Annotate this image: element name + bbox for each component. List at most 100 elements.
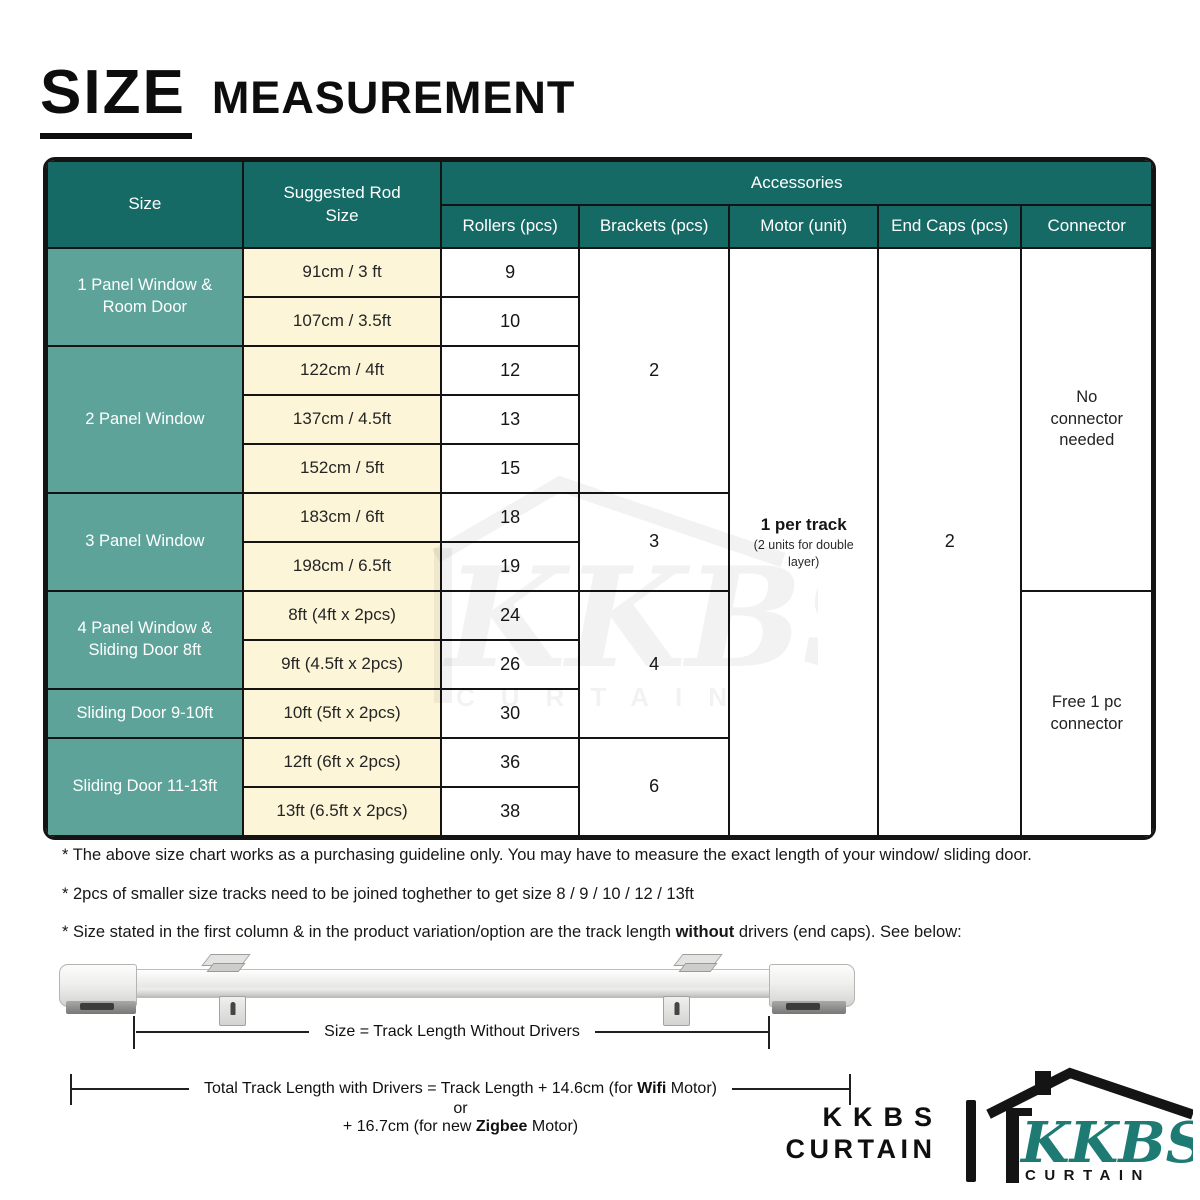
rod-size-cell: 12ft (6ft x 2pcs) — [241, 737, 443, 788]
table-header-row-1: Size Suggested Rod Size Accessories — [46, 160, 1153, 249]
track-end-cap-right — [769, 964, 855, 1007]
brackets-cell: 6 — [577, 737, 731, 837]
track-bar — [134, 969, 772, 998]
title-measurement-word: MEASUREMENT — [211, 72, 576, 123]
end-cap-slot-left — [80, 1003, 114, 1010]
logo-line-curtain: CURTAIN — [785, 1133, 937, 1164]
size-table: Size Suggested Rod Size Accessories Roll… — [46, 160, 1153, 837]
dimension-tick — [133, 1016, 135, 1049]
track-end-cap-left — [59, 964, 137, 1007]
rollers-cell: 10 — [440, 296, 580, 347]
table-row: Sliding Door 11-13ft 12ft (6ft x 2pcs) 3… — [46, 737, 1152, 837]
rollers-cell: 26 — [440, 639, 580, 690]
total-length-line: Total Track Length with Drivers = Track … — [72, 1077, 849, 1101]
dimension-line-segment — [72, 1088, 190, 1090]
size-group-cell: 3 Panel Window — [46, 492, 244, 592]
house-wall-tab — [1019, 1108, 1032, 1116]
title-size-word: SIZE — [40, 62, 192, 139]
size-dimension-label: Size = Track Length Without Drivers — [324, 1023, 580, 1040]
connector-cell: Free 1 pc connector — [1020, 590, 1153, 837]
dimension-line-segment — [731, 1088, 849, 1090]
rollers-cell: 38 — [440, 786, 580, 837]
header-connector: Connector — [1020, 204, 1153, 249]
total-label-prefix: Total Track Length with Drivers = Track … — [204, 1080, 638, 1097]
rod-size-cell: 122cm / 4ft — [241, 345, 443, 396]
rod-size-cell: 91cm / 3 ft — [241, 247, 443, 298]
table-row: 107cm / 3.5ft 10 — [47, 296, 1152, 347]
rod-size-cell: 137cm / 4.5ft — [241, 394, 443, 445]
size-chart-table: Size Suggested Rod Size Accessories Roll… — [43, 157, 1156, 840]
table-row: 137cm / 4.5ft 13 — [47, 394, 1152, 445]
footnote-2: * 2pcs of smaller size tracks need to be… — [62, 885, 694, 903]
table-row: 2 Panel Window 122cm / 4ft 12 — [46, 345, 1152, 494]
size-dimension-line: Size = Track Length Without Drivers — [136, 1020, 768, 1044]
motor-note: (2 units for double layer) — [753, 538, 854, 569]
table-row: 198cm / 6.5ft 19 — [47, 541, 1152, 592]
rod-size-cell: 152cm / 5ft — [241, 443, 443, 494]
total-label-bold: Wifi — [637, 1080, 667, 1097]
size-group-cell: 2 Panel Window — [46, 345, 244, 494]
header-accessories: Accessories — [440, 160, 1153, 206]
footnote-3-prefix: * Size stated in the first column & in t… — [62, 923, 676, 941]
rod-size-cell: 13ft (6.5ft x 2pcs) — [241, 786, 443, 837]
or-text: or — [453, 1100, 468, 1117]
brackets-cell: 2 — [577, 247, 731, 494]
header-endcaps: End Caps (pcs) — [876, 204, 1023, 249]
brackets-cell: 3 — [577, 492, 731, 592]
table-row: Sliding Door 9-10ft 10ft (5ft x 2pcs) 30 — [46, 688, 1152, 739]
dimension-tick — [70, 1074, 72, 1105]
end-cap-slot-right — [786, 1003, 820, 1010]
kkbs-text-logo: KKBS CURTAIN — [700, 1102, 932, 1165]
rollers-cell: 9 — [440, 247, 580, 298]
header-size: Size — [46, 160, 244, 249]
alt-label-bold: Zigbee — [475, 1118, 528, 1135]
rollers-cell: 30 — [440, 688, 580, 739]
rod-size-cell: 198cm / 6.5ft — [241, 541, 443, 592]
header-brackets: Brackets (pcs) — [577, 204, 731, 249]
total-label-suffix: Motor) — [666, 1080, 717, 1097]
total-length-label: Total Track Length with Drivers = Track … — [204, 1080, 717, 1098]
table-row: 152cm / 5ft 15 — [47, 443, 1152, 494]
size-group-cell: Sliding Door 9-10ft — [46, 688, 244, 739]
header-motor: Motor (unit) — [728, 204, 879, 249]
rod-size-cell: 9ft (4.5ft x 2pcs) — [241, 639, 443, 690]
size-group-cell: Sliding Door 11-13ft — [46, 737, 244, 837]
dimension-tick — [768, 1016, 770, 1049]
rollers-cell: 15 — [440, 443, 580, 494]
connector-cell: No connector needed — [1020, 247, 1153, 592]
table-row: 1 Panel Window & Room Door 91cm / 3 ft 9… — [46, 247, 1153, 837]
header-rod-size: Suggested Rod Size — [241, 160, 443, 249]
alt-length-label: + 16.7cm (for new Zigbee Motor) — [72, 1118, 849, 1136]
alt-label-suffix: Motor) — [527, 1118, 579, 1135]
rollers-cell: 18 — [440, 492, 580, 543]
page-title: SIZE MEASUREMENT — [40, 62, 575, 139]
rollers-cell: 19 — [440, 541, 580, 592]
footnote-3-bold: without — [675, 923, 735, 941]
footnote-1: * The above size chart works as a purcha… — [62, 846, 1032, 864]
rod-size-cell: 183cm / 6ft — [241, 492, 443, 543]
size-group-cell: 1 Panel Window & Room Door — [46, 247, 244, 347]
table-row: 13ft (6.5ft x 2pcs) 38 — [47, 786, 1152, 837]
rod-size-cell: 8ft (4ft x 2pcs) — [241, 590, 443, 641]
footnote-3-suffix: drivers (end caps). See below: — [734, 923, 962, 941]
logo-line-kkbs: KKBS — [822, 1102, 943, 1132]
table-header-row-2: Rollers (pcs) Brackets (pcs) Motor (unit… — [47, 204, 1153, 249]
kkbs-house-logo: KKBS CURTAIN — [986, 1067, 1193, 1184]
logo-sub-curtain: CURTAIN — [1025, 1167, 1151, 1184]
track-clip-icon — [663, 996, 690, 1026]
table-row: 9ft (4.5ft x 2pcs) 26 — [47, 639, 1152, 690]
rollers-cell: 12 — [440, 345, 580, 396]
rollers-cell: 24 — [440, 590, 580, 641]
endcaps-cell: 2 — [876, 247, 1023, 837]
alt-label-prefix: + 16.7cm (for new — [342, 1118, 476, 1135]
rod-size-cell: 107cm / 3.5ft — [241, 296, 443, 347]
logo-divider — [966, 1100, 976, 1182]
house-wall-shape — [1006, 1108, 1019, 1183]
dimension-line-segment — [594, 1031, 768, 1033]
rollers-cell: 13 — [440, 394, 580, 445]
header-rollers: Rollers (pcs) — [440, 204, 580, 249]
track-clip-icon — [219, 996, 246, 1026]
rod-size-cell: 10ft (5ft x 2pcs) — [241, 688, 443, 739]
brackets-cell: 4 — [577, 590, 731, 739]
size-group-cell: 4 Panel Window & Sliding Door 8ft — [46, 590, 244, 690]
